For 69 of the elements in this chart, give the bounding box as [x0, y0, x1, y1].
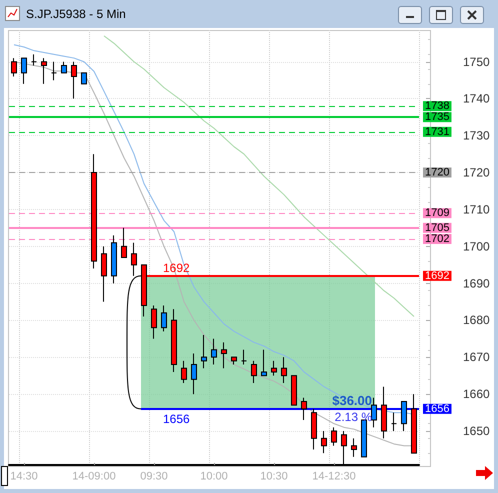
candlestick [211, 338, 217, 366]
y-tick-label: 1680 [463, 313, 490, 328]
y-tick-label: 1650 [463, 424, 490, 438]
y-tick-label: 1700 [463, 239, 490, 254]
candlestick [201, 334, 207, 369]
line-series [104, 35, 414, 318]
candlestick [101, 246, 107, 302]
candlestick [251, 360, 257, 384]
candlestick [111, 234, 117, 284]
annotation: $36.00 [332, 392, 372, 408]
x-tick-label: 10:30 [260, 470, 288, 482]
y-tick-label: 1690 [463, 276, 490, 290]
candlestick [51, 61, 57, 81]
candlestick [401, 400, 407, 432]
candlestick [61, 61, 67, 74]
candlestick [121, 227, 127, 258]
candlestick [321, 430, 327, 454]
candlestick [241, 349, 247, 366]
candlestick [21, 58, 27, 84]
candlestick [391, 412, 397, 432]
candlestick [381, 386, 387, 439]
candlestick [261, 349, 267, 376]
ref-line-label: 1709 [425, 207, 450, 220]
x-tick-label: 14-12:30 [312, 470, 356, 482]
candlestick [221, 342, 227, 369]
candlestick [311, 408, 317, 450]
ref-line-label: 1692 [425, 270, 450, 282]
ref-line-label: 1705 [425, 222, 450, 234]
candlestick [281, 356, 287, 384]
candlestick [231, 356, 237, 366]
candlestick [131, 242, 137, 276]
candlestick [371, 397, 377, 428]
ref-line-label: 1735 [425, 111, 450, 124]
candlestick [271, 360, 277, 376]
ref-line-label: 1702 [425, 233, 450, 246]
annotation: 1692 [163, 260, 190, 275]
candlestick [41, 58, 47, 84]
y-tick-label: 1720 [463, 166, 490, 180]
y-tick-label: 1660 [463, 387, 490, 402]
x-tick-label: 09:30 [140, 470, 168, 482]
chart-title: S.JP.J5938 - 5 Min [26, 7, 126, 21]
annotation: 1656 [163, 412, 190, 426]
candlestick [351, 438, 357, 458]
ref-line-label: 1731 [425, 126, 450, 138]
candlestick [191, 352, 197, 395]
candlestick [151, 304, 157, 340]
y-tick-label: 1740 [463, 92, 490, 106]
x-tick-label: 14-09:00 [72, 470, 116, 482]
ref-line-label: 1738 [425, 100, 450, 112]
candlestick [31, 54, 37, 66]
y-tick-label: 1710 [463, 202, 490, 216]
candlestick [411, 394, 417, 454]
ref-line-label: 1720 [425, 166, 450, 179]
y-tick-label: 1750 [463, 54, 490, 69]
candlestick [181, 360, 187, 384]
y-tick-label: 1670 [463, 350, 490, 364]
candlestick [161, 304, 167, 332]
candlestick [11, 58, 17, 78]
candlestick [301, 397, 307, 420]
candlestick [71, 61, 77, 100]
y-tick-label: 1730 [463, 128, 490, 143]
ref-line-label: 1656 [425, 402, 450, 415]
candlestick [171, 308, 177, 372]
candlestick [91, 154, 97, 270]
candlestick [291, 375, 297, 406]
x-tick-label: 10:00 [200, 470, 228, 482]
candlestick [331, 426, 337, 446]
candlestick [81, 72, 87, 84]
x-tick-label: 14:30 [10, 470, 38, 482]
